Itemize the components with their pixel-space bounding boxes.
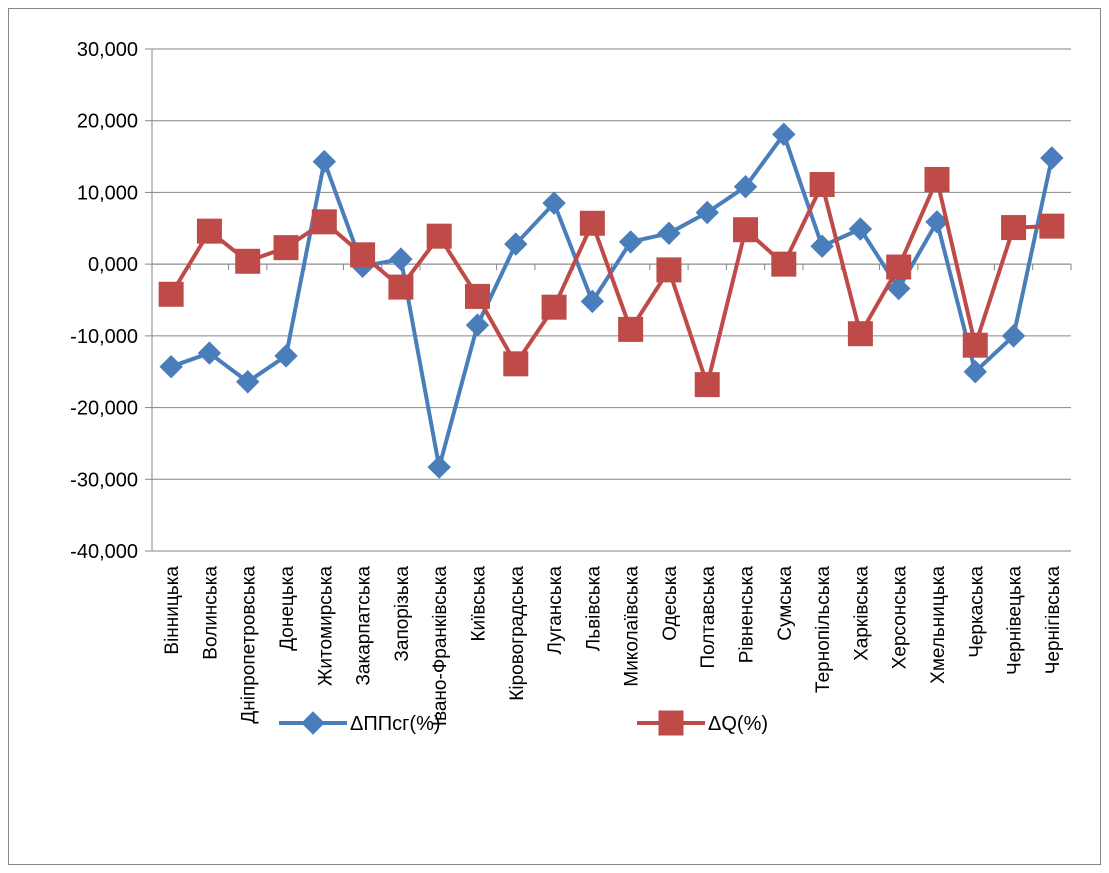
diamond-marker	[197, 341, 222, 365]
diamond-marker	[301, 711, 325, 735]
axes	[145, 48, 1072, 552]
square-marker	[1039, 213, 1065, 239]
x-tick-label: Херсонська	[890, 566, 911, 670]
square-marker	[503, 351, 529, 377]
x-tick-label: Львівська	[583, 566, 604, 652]
legend-label: ΔППсг(%)	[350, 713, 441, 735]
x-tick-labels: Вінницька Волинська Дніпропетровська Донець…	[162, 566, 1064, 727]
square-marker	[464, 283, 490, 309]
square-marker	[847, 321, 873, 347]
square-marker	[809, 172, 835, 198]
series-group	[158, 122, 1065, 479]
diamond-marker	[427, 455, 451, 479]
square-marker	[618, 316, 644, 342]
diamond-marker	[886, 276, 911, 301]
series-line	[170, 132, 1054, 470]
x-tick-label: Черкаська	[966, 566, 987, 658]
diamond-marker	[618, 230, 643, 254]
x-tick-label: Харківська	[851, 566, 872, 661]
diamond-marker	[159, 354, 183, 379]
square-marker	[541, 294, 567, 320]
diamond-marker	[542, 191, 566, 215]
diamond-marker	[236, 370, 260, 394]
series-line	[169, 177, 1052, 387]
legend-item: ΔППсг(%)	[279, 711, 441, 735]
diamond-marker	[772, 122, 796, 147]
diamond-marker	[695, 200, 719, 225]
legend: ΔППсг(%) ΔQ(%)	[279, 710, 768, 736]
square-marker	[235, 248, 261, 274]
square-marker	[886, 254, 912, 280]
y-tick-label: -40,000	[70, 541, 138, 563]
diamond-marker	[848, 217, 873, 241]
y-tick-label: -20,000	[70, 398, 138, 420]
square-marker	[962, 332, 988, 358]
diamond-marker	[389, 247, 413, 271]
diamond-marker	[1001, 324, 1026, 348]
x-tick-label: Кіровоградська	[507, 566, 528, 701]
x-tick-label: Рівненська	[737, 566, 758, 664]
x-tick-label: Вінницька	[162, 566, 183, 655]
diamond-marker	[465, 313, 490, 337]
x-tick-label: Запорізька	[392, 566, 413, 662]
y-tick-label: 0,000	[88, 254, 138, 276]
x-tick-label: Миколаївська	[622, 566, 643, 687]
x-tick-label: Івано-Франківська	[430, 566, 451, 727]
x-tick-label: Київська	[468, 566, 489, 642]
square-marker	[388, 274, 414, 300]
diamond-marker	[1040, 146, 1064, 170]
x-tick-label: Чернігівська	[1043, 566, 1064, 675]
diamond-marker	[810, 234, 834, 258]
y-tick-label: 10,000	[77, 182, 138, 204]
x-tick-label: Закарпатська	[354, 566, 375, 686]
chart-frame: 30,000 20,000 10,000 0,000 -10,000 -20,000 -30…	[8, 8, 1101, 865]
square-marker	[311, 209, 337, 235]
square-marker	[426, 223, 452, 249]
square-marker	[579, 210, 605, 236]
square-marker	[924, 167, 950, 193]
x-tick-label: Волинська	[200, 566, 221, 660]
x-tick-label: Полтавська	[698, 566, 719, 669]
x-tick-label: Житомирська	[315, 566, 336, 687]
y-tick-labels: 30,000 20,000 10,000 0,000 -10,000 -20,000 -30…	[70, 39, 138, 563]
x-tick-label: Дніпропетровська	[239, 566, 260, 724]
x-tick-label: Хмельницька	[928, 566, 949, 684]
diamond-marker	[274, 344, 298, 368]
x-tick-label: Тернопільська	[813, 566, 834, 693]
x-tick-label: Луганська	[545, 566, 566, 655]
legend-label: ΔQ(%)	[708, 713, 768, 735]
square-marker	[771, 251, 797, 277]
square-marker	[273, 235, 299, 261]
diamond-marker	[504, 232, 528, 256]
square-marker	[350, 242, 376, 268]
square-marker	[658, 710, 684, 736]
legend-item: ΔQ(%)	[637, 710, 768, 736]
square-marker	[196, 218, 222, 244]
gridlines	[152, 48, 1071, 552]
x-tick-label: Одеська	[660, 566, 681, 641]
diamond-marker	[963, 360, 987, 384]
y-tick-label: -10,000	[70, 326, 138, 348]
y-tick-label: 20,000	[77, 111, 138, 133]
diamond-marker	[657, 221, 681, 246]
line-chart: 30,000 20,000 10,000 0,000 -10,000 -20,000 -30…	[70, 39, 1072, 736]
x-tick-label: Донецька	[277, 566, 298, 651]
x-tick-label: Сумська	[775, 566, 796, 641]
series-2	[158, 167, 1065, 398]
diamond-marker	[312, 149, 337, 174]
square-marker	[158, 281, 184, 307]
diamond-marker	[733, 174, 758, 199]
x-tick-label: Чернівецька	[1005, 566, 1026, 675]
square-marker	[733, 217, 759, 243]
y-tick-label: -30,000	[70, 469, 138, 491]
square-marker	[656, 257, 682, 283]
square-marker	[694, 372, 720, 398]
diamond-marker	[580, 289, 605, 314]
square-marker	[1001, 215, 1027, 241]
y-tick-label: 30,000	[77, 39, 138, 61]
